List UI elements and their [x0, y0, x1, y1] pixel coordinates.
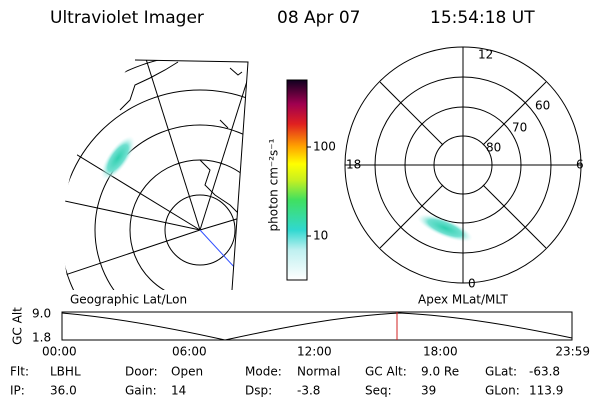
mlt-label: 6: [576, 158, 584, 172]
info-label: IP:: [10, 384, 25, 398]
colorbar-tick: 100: [313, 140, 336, 154]
geo-map: [62, 60, 248, 290]
info-panel: Flt: LBHL Door: Open Mode: Normal GC Alt: 9.0 R…: [10, 365, 563, 398]
altitude-plot: GC Alt 9.0 1.8 00:00 06:00 12:00 18:00 2…: [11, 307, 591, 359]
info-value: Open: [171, 365, 203, 379]
colorbar-label: photon cm⁻²s⁻¹: [267, 138, 281, 231]
time: 15:54:18 UT: [430, 8, 535, 28]
info-label: GC Alt:: [365, 365, 407, 379]
info-value: 113.9: [529, 384, 563, 398]
colorbar: 100 10 photon cm⁻²s⁻¹: [267, 79, 336, 281]
map-border: [134, 59, 249, 291]
info-value: Normal: [297, 365, 340, 379]
info-label: Mode:: [245, 365, 282, 379]
mlt-label: 12: [478, 48, 493, 62]
lat-label: 80: [486, 141, 501, 155]
alt-xtick: 18:00: [423, 345, 458, 359]
alt-xtick: 12:00: [297, 345, 332, 359]
alt-xtick: 23:59: [555, 345, 590, 359]
info-label: GLon:: [485, 384, 520, 398]
info-label: Door:: [125, 365, 158, 379]
alt-xtick: 06:00: [172, 345, 207, 359]
info-value: LBHL: [50, 365, 81, 379]
info-label: Dsp:: [245, 384, 272, 398]
alt-ylabel: GC Alt: [11, 307, 25, 345]
info-value: 36.0: [50, 384, 77, 398]
info-value: -3.8: [297, 384, 320, 398]
lat-label: 70: [512, 121, 527, 135]
mlt-label: 0: [468, 277, 476, 291]
mlt-label: 18: [346, 158, 361, 172]
alt-ytick: 9.0: [32, 307, 51, 321]
info-value: 39: [421, 384, 436, 398]
info-label: Flt:: [10, 365, 29, 379]
polar-label: Apex MLat/MLT: [418, 293, 508, 307]
date: 08 Apr 07: [277, 8, 360, 28]
header: Ultraviolet Imager 08 Apr 07 15:54:18 UT: [50, 8, 535, 28]
info-label: Seq:: [365, 384, 392, 398]
info-value: 9.0 Re: [421, 365, 459, 379]
info-label: GLat:: [485, 365, 517, 379]
polar-map: 12 18 6 0 80 70 60: [344, 46, 584, 291]
info-label: Gain:: [125, 384, 157, 398]
instrument: Ultraviolet Imager: [50, 8, 204, 28]
geo-label: Geographic Lat/Lon: [70, 293, 187, 307]
colorbar-tick: 10: [313, 229, 328, 243]
info-value: 14: [171, 384, 186, 398]
alt-ytick: 1.8: [32, 331, 51, 345]
lat-label: 60: [535, 99, 550, 113]
info-value: -63.8: [529, 365, 560, 379]
alt-xtick: 00:00: [42, 345, 77, 359]
